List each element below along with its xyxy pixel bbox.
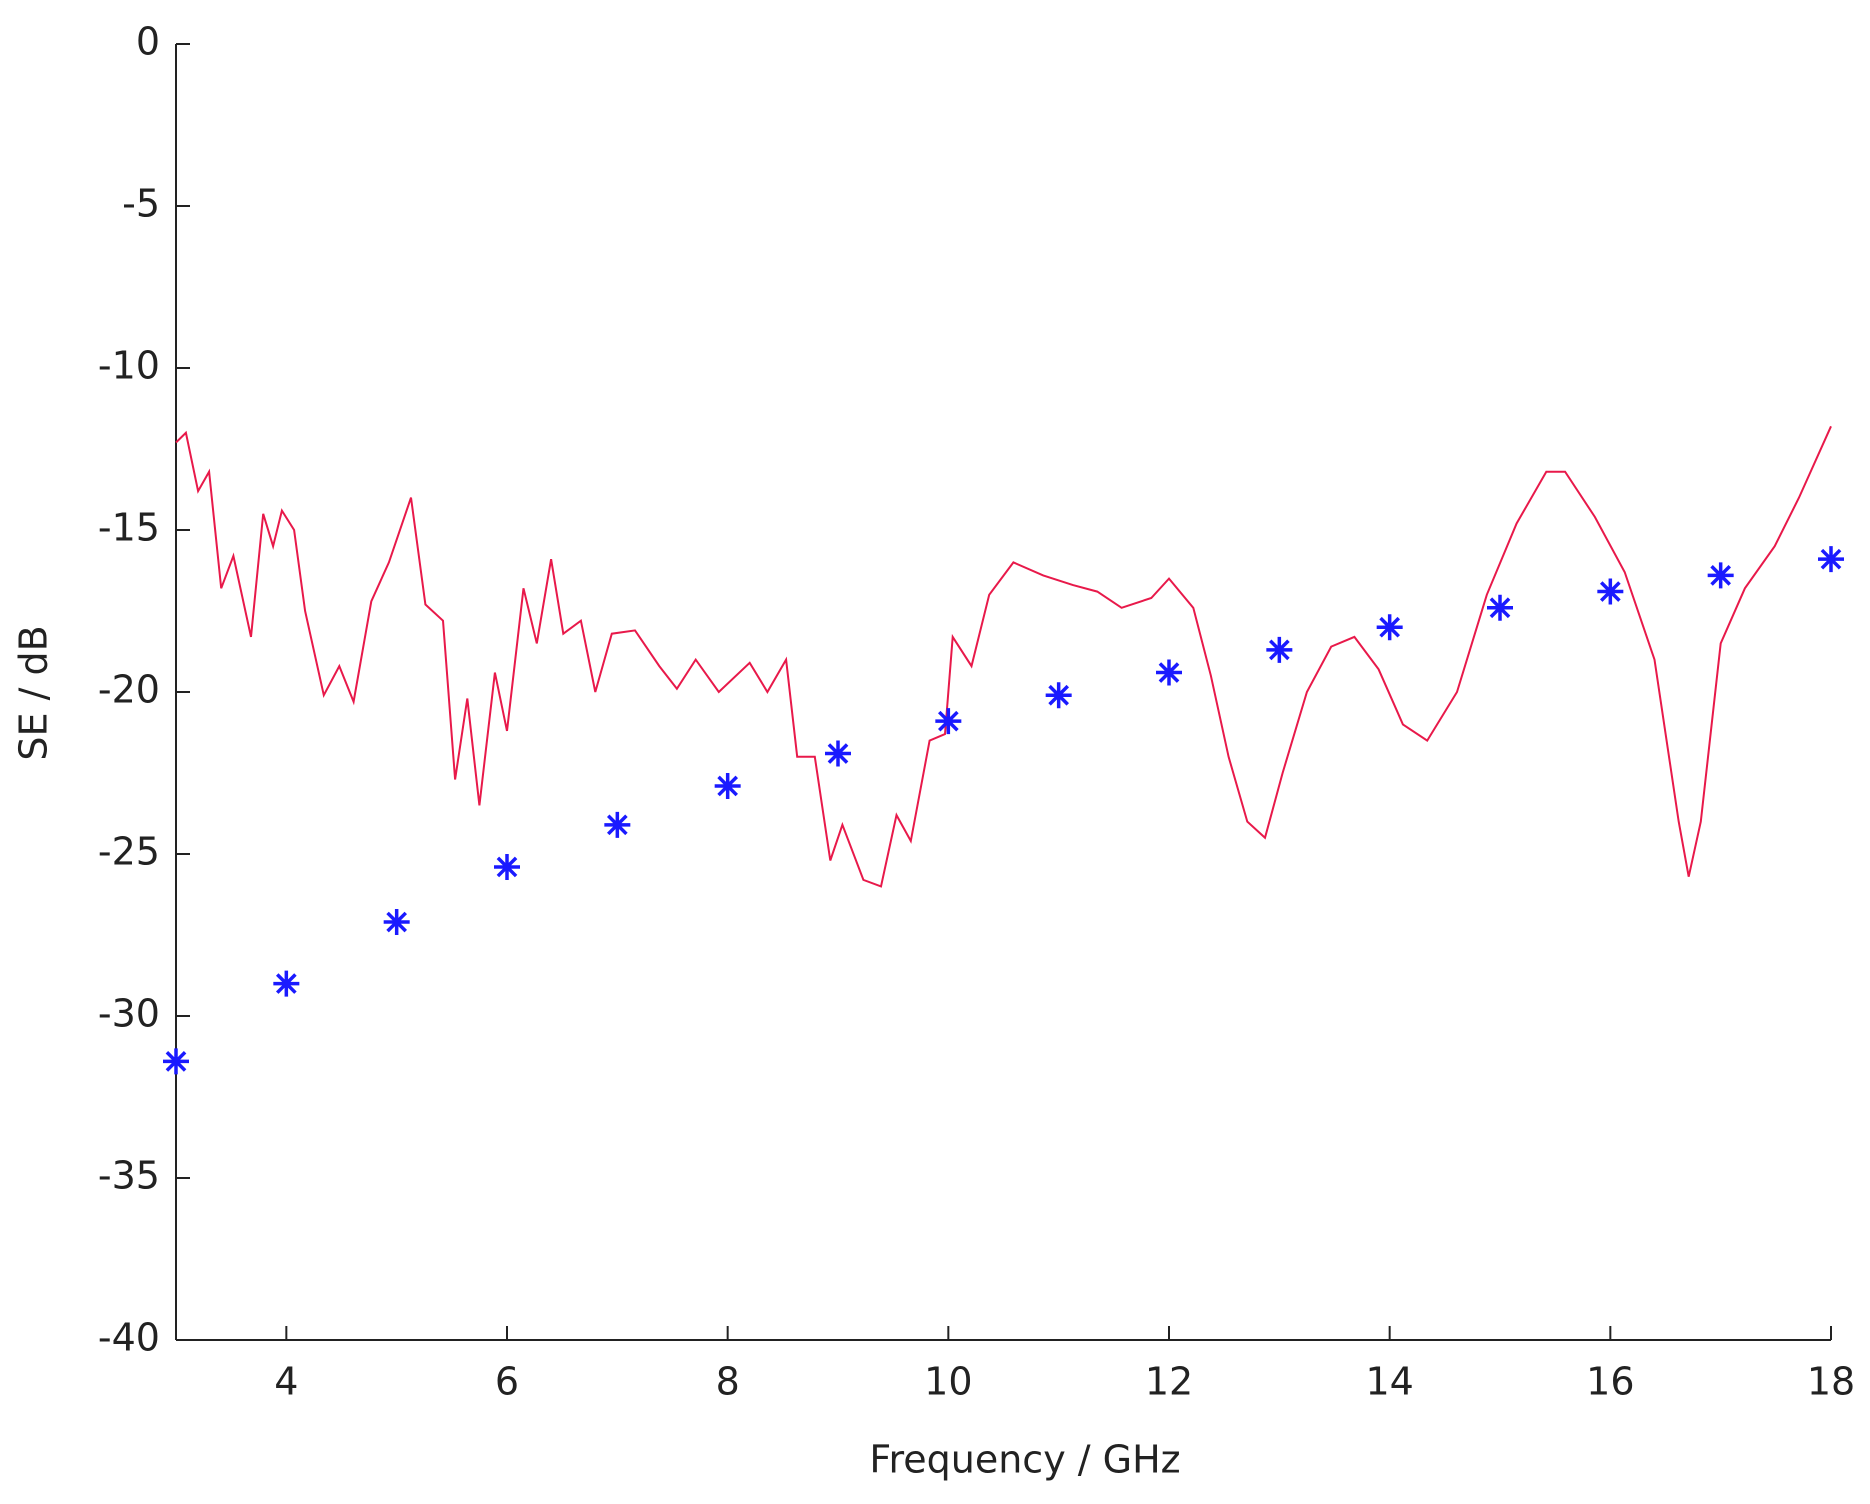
x-tick-label: 18 [1807, 1360, 1855, 1404]
asterisk-marker [604, 811, 631, 838]
asterisk-marker [1156, 659, 1182, 686]
x-tick-label: 8 [716, 1360, 740, 1404]
measured-line [175, 425, 1832, 888]
x-tick-label: 12 [1145, 1360, 1193, 1404]
asterisk-marker [1818, 546, 1844, 573]
y-tick-label: -20 [98, 668, 160, 712]
y-tick-label: -35 [98, 1154, 160, 1198]
x-axis-title: Frequency / GHz [869, 1438, 1180, 1482]
asterisk-marker [935, 708, 962, 735]
asterisk-marker [1707, 562, 1734, 589]
asterisk-marker [1487, 594, 1513, 621]
asterisk-marker [1045, 682, 1072, 709]
x-tick-label: 14 [1365, 1360, 1413, 1404]
y-axis-title: SE / dB [12, 625, 56, 760]
y-tick-label: -25 [98, 830, 160, 874]
y-tick-label: -10 [98, 344, 160, 388]
asterisk-marker [1376, 614, 1403, 641]
x-tick-label: 6 [495, 1360, 519, 1404]
asterisk-marker [163, 1048, 189, 1075]
x-tick-label: 16 [1586, 1360, 1634, 1404]
asterisk-marker [1597, 578, 1624, 605]
asterisk-marker [825, 740, 851, 767]
y-tick-label: -40 [98, 1316, 160, 1360]
asterisk-marker [714, 772, 741, 799]
x-tick-label: 10 [924, 1360, 972, 1404]
y-tick-label: -15 [98, 506, 160, 550]
x-tick-label: 4 [274, 1360, 298, 1404]
asterisk-marker [1266, 636, 1293, 663]
y-tick-label: -5 [122, 182, 160, 226]
asterisk-marker [494, 853, 520, 880]
y-tick-label: -30 [98, 992, 160, 1036]
asterisk-marker [383, 909, 410, 936]
y-tick-label: 0 [136, 20, 160, 64]
asterisk-marker [273, 970, 300, 997]
